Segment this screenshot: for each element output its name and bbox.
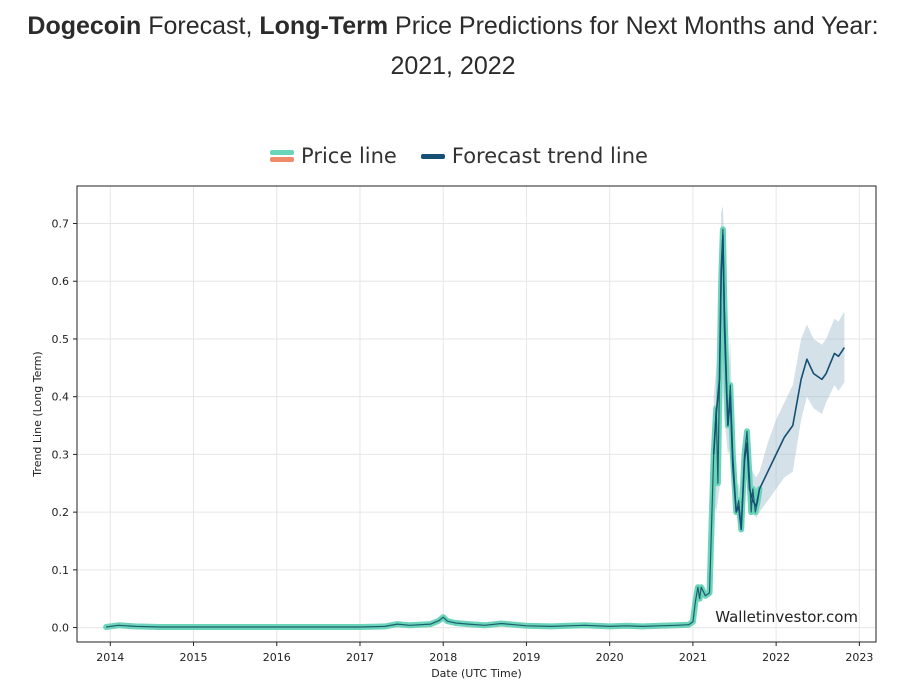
price-line-swatch <box>270 150 295 162</box>
x-tick-label: 2022 <box>762 651 790 664</box>
y-axis-ticks: 0.0 0.1 0.2 0.3 0.4 0.5 0.6 0.7 <box>52 218 77 635</box>
x-axis-ticks: 2014 2015 2016 2017 2018 2019 2020 2021 2022 2023 <box>96 642 873 664</box>
y-tick-label: 0.6 <box>52 275 70 288</box>
y-axis-label: Trend Line (Long Term) <box>31 351 44 477</box>
y-tick-label: 0.1 <box>52 564 70 577</box>
x-tick-label: 2015 <box>180 651 208 664</box>
x-tick-label: 2014 <box>96 651 124 664</box>
y-tick-label: 0.2 <box>52 506 70 519</box>
price-line-series <box>103 226 763 630</box>
legend-label-price-line: Price line <box>301 144 397 168</box>
y-tick-label: 0.0 <box>52 622 70 635</box>
title-bold-long-term: Long-Term <box>259 12 389 40</box>
x-axis-label: Date (UTC Time) <box>431 667 522 680</box>
price-line-core <box>106 228 761 628</box>
x-tick-label: 2019 <box>512 651 540 664</box>
title-text-forecast: Forecast, <box>141 12 260 40</box>
legend-item-forecast-line: Forecast trend line <box>420 144 648 168</box>
x-tick-label: 2016 <box>263 651 291 664</box>
walletinvestor-watermark: Walletinvestor.com <box>715 608 858 626</box>
chart-grid <box>77 186 876 642</box>
x-tick-label: 2020 <box>596 651 624 664</box>
title-text-rest: Price Predictions for Next Months and Ye… <box>388 12 879 80</box>
forecast-trend-line-series <box>712 234 846 531</box>
page-title: Dogecoin Forecast, Long-Term Price Predi… <box>20 6 886 86</box>
x-tick-label: 2017 <box>346 651 374 664</box>
x-tick-label: 2018 <box>429 651 457 664</box>
plot-frame <box>76 185 877 643</box>
x-tick-label: 2023 <box>845 651 873 664</box>
legend-item-price-line: Price line <box>270 144 397 168</box>
y-tick-label: 0.4 <box>52 391 70 404</box>
forecast-line-swatch <box>420 153 445 159</box>
x-tick-label: 2021 <box>679 651 707 664</box>
y-tick-label: 0.7 <box>52 218 70 231</box>
y-tick-label: 0.5 <box>52 333 70 346</box>
title-bold-dogecoin: Dogecoin <box>27 12 142 40</box>
chart-legend: Price line Forecast trend line <box>0 144 918 168</box>
y-tick-label: 0.3 <box>52 448 70 461</box>
legend-label-forecast-line: Forecast trend line <box>451 144 648 168</box>
